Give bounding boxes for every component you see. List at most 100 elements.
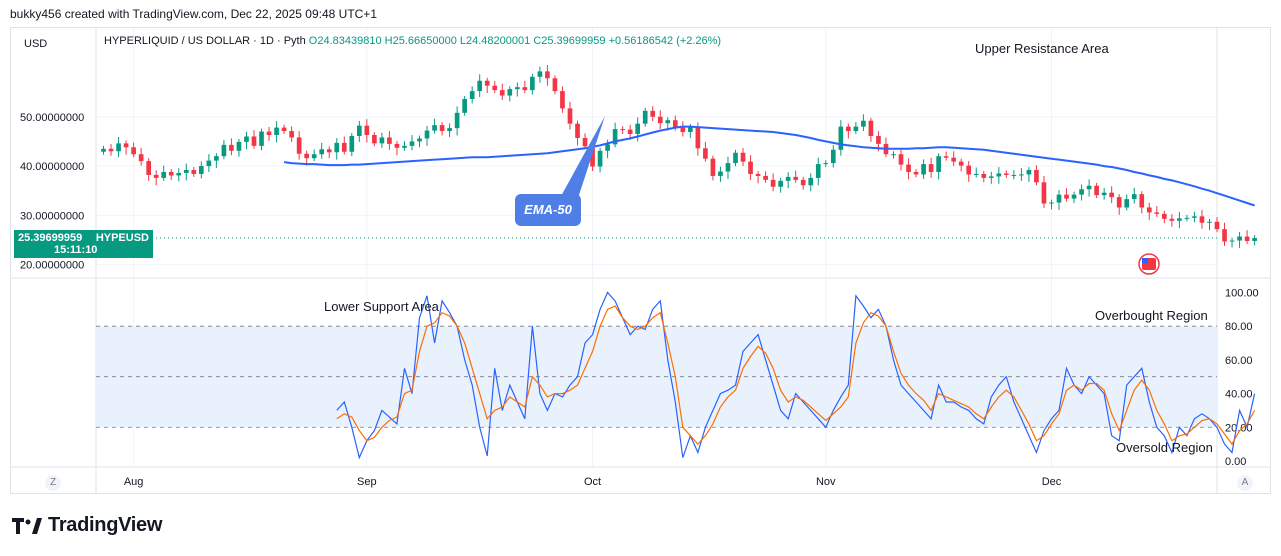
candle-body <box>214 156 219 161</box>
candle-body <box>657 116 663 124</box>
candle-body <box>319 149 325 155</box>
candle-body <box>153 174 159 178</box>
candle-body <box>477 80 483 92</box>
candle-body <box>1192 216 1197 218</box>
candle-body <box>672 120 678 128</box>
candle-body <box>1071 194 1077 199</box>
candle-body <box>861 120 866 127</box>
candle-body <box>349 135 355 152</box>
high-value: H25.66650000 <box>384 35 457 47</box>
candle-body <box>1056 194 1062 203</box>
ema-50-line <box>283 125 1255 207</box>
candle-body <box>168 171 174 176</box>
candle-body <box>236 141 242 151</box>
candle-body <box>281 127 287 132</box>
candle-body <box>582 137 588 147</box>
osc-y-tick-label: 0.00 <box>1225 456 1246 468</box>
candle-body <box>1252 238 1257 242</box>
candle-body <box>206 160 212 167</box>
low-value: L24.48200001 <box>459 35 531 47</box>
candle-body <box>1154 212 1160 214</box>
candle-body <box>1041 182 1047 204</box>
candle-body <box>1199 216 1205 223</box>
candle-body <box>853 126 859 132</box>
candle-body <box>635 123 641 135</box>
candle-body <box>191 170 197 174</box>
candle-body <box>725 163 731 172</box>
candle-body <box>575 123 580 138</box>
candle-body <box>642 110 648 124</box>
candle-body <box>116 143 121 152</box>
currency-label: USD <box>24 38 48 50</box>
candle-body <box>838 126 844 150</box>
tradingview-logo[interactable]: TradingView <box>12 514 162 537</box>
candle-body <box>665 120 671 124</box>
candle-body <box>432 125 437 131</box>
candle-body <box>514 87 520 90</box>
candle-body <box>198 166 204 174</box>
candle-body <box>394 143 400 148</box>
candle-body <box>913 171 919 175</box>
candle-body <box>1079 189 1084 195</box>
candle-body <box>341 142 347 152</box>
candle-body <box>552 78 558 92</box>
candle-body <box>936 156 941 172</box>
candle-body <box>1109 192 1115 198</box>
candle-body <box>1139 194 1145 208</box>
candle-body <box>545 71 550 79</box>
symbol-line[interactable]: HYPERLIQUID / US DOLLAR · 1D · Pyth <box>104 35 306 47</box>
x-tick-label: Nov <box>816 476 836 488</box>
osc-y-tick-label: 40.00 <box>1225 389 1253 401</box>
osc-y-tick-label: 80.00 <box>1225 321 1253 333</box>
candle-body <box>800 179 806 186</box>
ticker-label: HYPEUSD <box>95 232 149 244</box>
osc-y-tick-label: 60.00 <box>1225 355 1253 367</box>
candle-body <box>372 134 377 144</box>
candle-body <box>778 180 783 187</box>
candle-body <box>567 108 573 124</box>
candle-body <box>951 157 957 162</box>
candle-body <box>958 161 964 166</box>
stochastic-d-line <box>336 305 1256 446</box>
candle-body <box>650 110 656 117</box>
close-value: C25.39699959 <box>533 35 606 47</box>
candle-body <box>808 177 814 186</box>
candle-body <box>469 91 475 100</box>
candle-body <box>364 125 370 135</box>
candle-body <box>229 144 234 151</box>
brand-name: TradingView <box>48 514 163 536</box>
candle-body <box>1124 199 1130 208</box>
candle-body <box>1094 185 1099 196</box>
upper-resistance-label: Upper Resistance Area <box>975 41 1109 56</box>
candle-body <box>101 148 106 152</box>
candle-body <box>1237 236 1242 241</box>
candle-body <box>1222 229 1227 242</box>
y-tick-label: 30.00000000 <box>20 210 84 222</box>
x-tick-label: Aug <box>124 476 144 488</box>
oversold-label: Oversold Region <box>1116 440 1213 455</box>
y-tick-label: 50.00000000 <box>20 112 84 124</box>
candle-body <box>605 144 610 151</box>
candle-body <box>221 144 227 157</box>
candle-body <box>620 129 625 131</box>
candle-body <box>1011 174 1017 176</box>
osc-y-tick-label: 100.00 <box>1225 287 1259 299</box>
candle-body <box>718 171 723 176</box>
change-value: +0.56186542 (+2.26%) <box>608 35 722 47</box>
candle-body <box>891 154 896 156</box>
candle-body <box>499 90 505 96</box>
candle-body <box>304 153 309 159</box>
candle-body <box>1146 207 1152 213</box>
candle-body <box>1004 173 1009 175</box>
candle-body <box>815 164 821 178</box>
candle-body <box>1162 213 1167 219</box>
candle-body <box>876 135 881 144</box>
candle-body <box>296 137 302 154</box>
candle-body <box>1034 170 1039 183</box>
auto-scale-button[interactable]: A <box>1237 475 1253 491</box>
candle-body <box>123 143 129 148</box>
zoom-reset-button[interactable]: Z <box>45 475 61 491</box>
candle-body <box>597 150 603 167</box>
candle-body <box>507 89 513 96</box>
